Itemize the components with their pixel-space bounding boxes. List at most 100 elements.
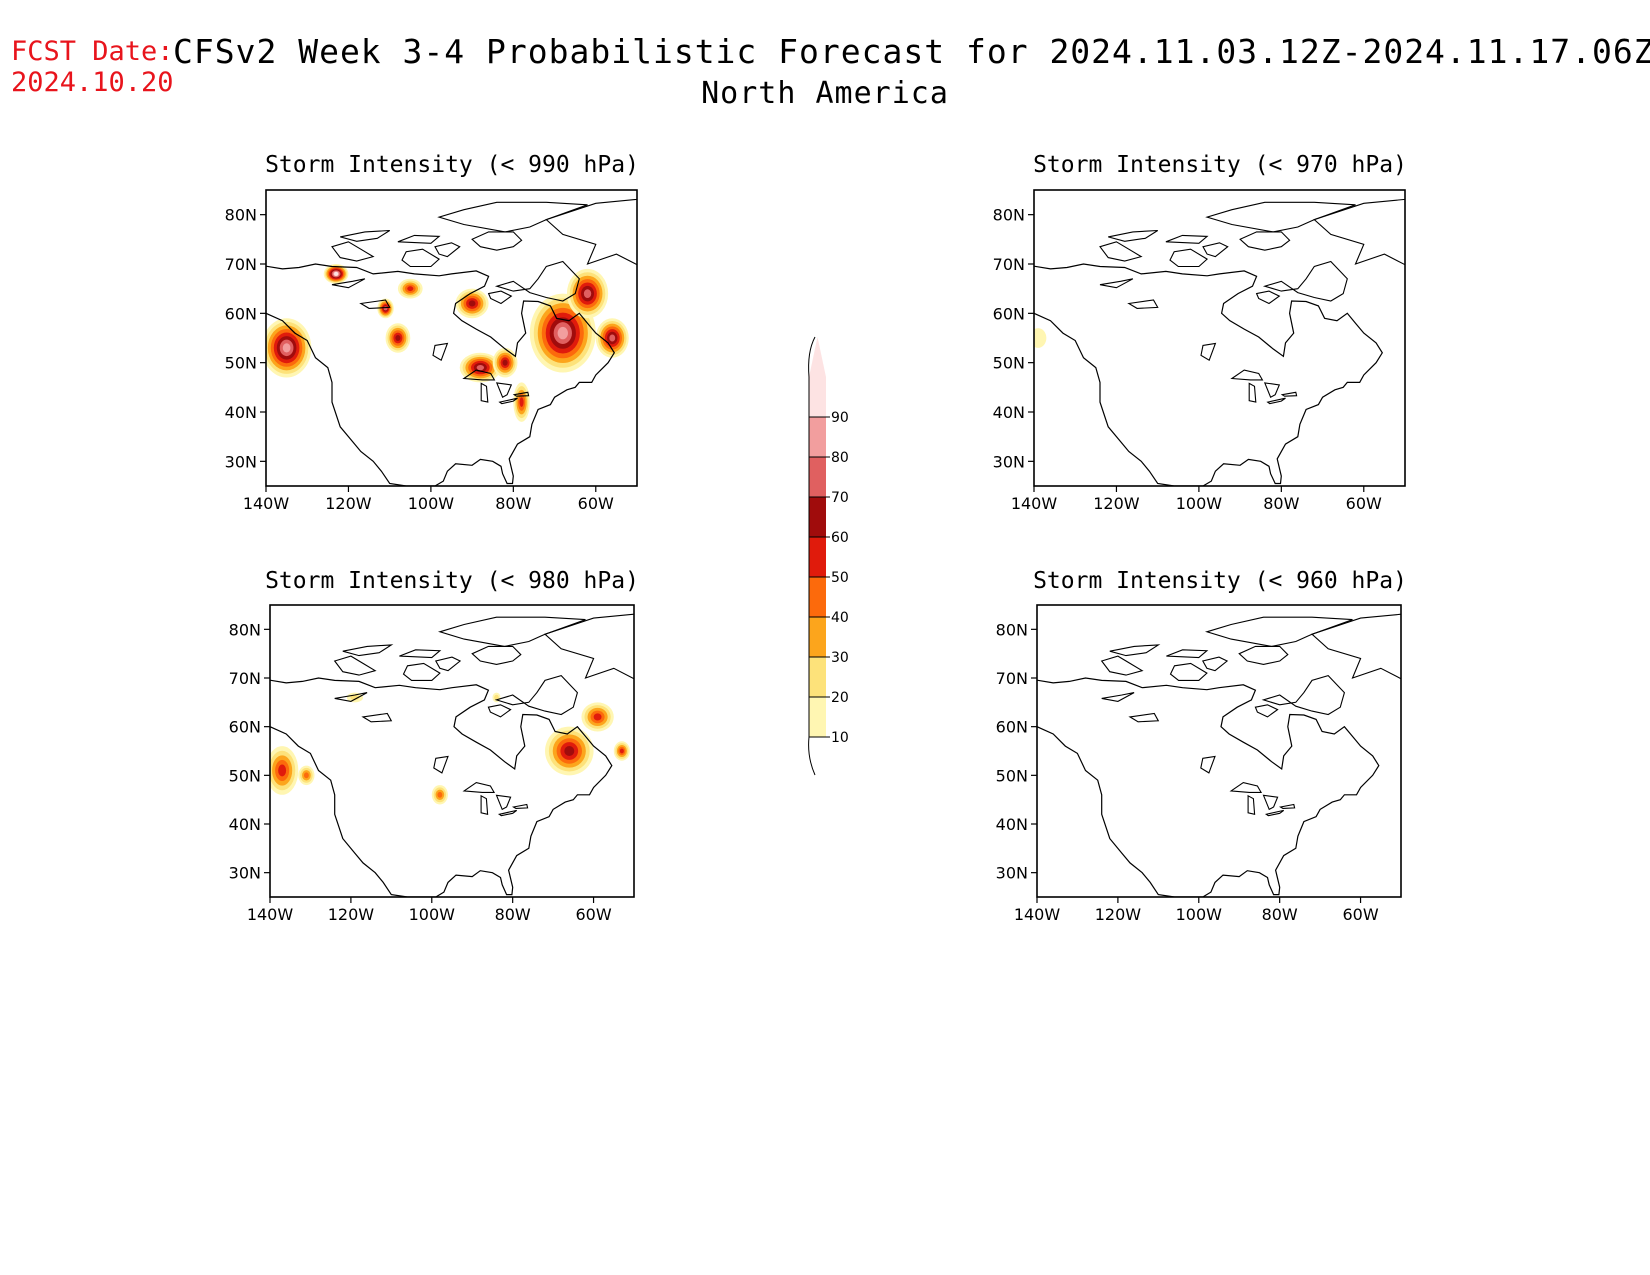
panel-title: Storm Intensity (< 970 hPa) bbox=[1033, 152, 1407, 178]
probability-contour-level-60 bbox=[502, 359, 508, 366]
panel-content bbox=[266, 198, 637, 486]
island-outline bbox=[494, 260, 580, 302]
lon-tick-label: 80W bbox=[1262, 905, 1298, 924]
lake-outline bbox=[1247, 794, 1256, 816]
colorbar-segment-10 bbox=[809, 697, 826, 737]
lat-tick-label: 70N bbox=[993, 255, 1025, 274]
lat-tick-label: 60N bbox=[996, 718, 1028, 737]
island-outline bbox=[397, 234, 441, 244]
coastline bbox=[270, 677, 613, 897]
lake-outline bbox=[1266, 397, 1286, 405]
island-outline bbox=[487, 290, 513, 305]
panel-content bbox=[270, 613, 634, 897]
lat-tick-label: 70N bbox=[996, 669, 1028, 688]
lat-tick-label: 80N bbox=[229, 620, 261, 639]
colorbar-top-outline bbox=[808, 336, 816, 378]
island-outline bbox=[342, 644, 394, 657]
lat-tick-label: 80N bbox=[225, 206, 257, 225]
lon-tick-label: 120W bbox=[325, 494, 372, 513]
lat-tick-label: 50N bbox=[996, 766, 1028, 785]
lake-outline bbox=[1262, 794, 1279, 811]
coastline bbox=[266, 263, 616, 486]
lat-tick-label: 30N bbox=[996, 864, 1028, 883]
colorbar-segment-60 bbox=[809, 497, 826, 537]
lat-tick-label: 40N bbox=[996, 815, 1028, 834]
forecast-date-label: FCST Date: bbox=[11, 36, 174, 67]
colorbar-label: 90 bbox=[831, 410, 849, 426]
panel-content bbox=[1037, 613, 1401, 897]
island-outline bbox=[401, 248, 441, 268]
figure-subtitle: North America bbox=[701, 76, 949, 111]
lon-tick-label: 140W bbox=[243, 494, 290, 513]
lake-outline bbox=[331, 278, 366, 289]
lat-tick-label: 50N bbox=[225, 354, 257, 373]
island-outline bbox=[1238, 645, 1289, 665]
lat-tick-label: 40N bbox=[993, 403, 1025, 422]
island-outline bbox=[1255, 290, 1281, 305]
lake-outline bbox=[432, 342, 449, 362]
island-outline bbox=[1313, 198, 1405, 266]
lake-outline bbox=[498, 397, 518, 405]
lake-outline bbox=[1200, 342, 1217, 362]
probability-contour-level-80 bbox=[282, 343, 291, 353]
island-outline bbox=[1254, 704, 1279, 718]
island-outline bbox=[543, 613, 634, 680]
lake-outline bbox=[334, 692, 368, 702]
figure-title: CFSv2 Week 3-4 Probabilistic Forecast fo… bbox=[173, 32, 1650, 71]
island-outline bbox=[340, 229, 390, 242]
lat-tick-label: 80N bbox=[993, 206, 1025, 225]
probability-contour-level-40 bbox=[303, 772, 309, 779]
island-outline bbox=[1099, 241, 1143, 262]
colorbar-segment-70 bbox=[809, 457, 826, 497]
lake-outline bbox=[1248, 382, 1257, 403]
lon-tick-label: 60W bbox=[1342, 905, 1378, 924]
lon-tick-label: 60W bbox=[575, 905, 611, 924]
island-outline bbox=[1165, 234, 1209, 244]
coastline bbox=[1034, 263, 1384, 486]
lon-tick-label: 80W bbox=[1263, 494, 1299, 513]
map-panel-p970: Storm Intensity (< 970 hPa) 80N 70N 60N 50N 4… bbox=[993, 152, 1407, 513]
lat-tick-label: 30N bbox=[229, 864, 261, 883]
lake-outline bbox=[511, 803, 529, 809]
island-outline bbox=[1169, 248, 1209, 268]
island-outline bbox=[1108, 229, 1158, 242]
lake-outline bbox=[1263, 382, 1281, 398]
lake-outline bbox=[433, 755, 449, 774]
colorbar-label: 70 bbox=[831, 490, 849, 506]
lake-outline bbox=[1099, 278, 1134, 289]
probability-contour-level-90 bbox=[334, 271, 339, 276]
colorbar-segment-50 bbox=[809, 537, 826, 577]
map-frame bbox=[269, 604, 635, 898]
island-outline bbox=[1205, 201, 1356, 233]
map-panel-p980: Storm Intensity (< 980 hPa) 80N 70N 60N 50N 4… bbox=[229, 568, 639, 924]
panel-title: Storm Intensity (< 960 hPa) bbox=[1033, 568, 1407, 594]
island-outline bbox=[1261, 674, 1346, 716]
island-outline bbox=[333, 655, 377, 676]
lon-tick-label: 60W bbox=[578, 494, 614, 513]
island-outline bbox=[494, 674, 579, 716]
lon-tick-label: 80W bbox=[495, 905, 531, 924]
lon-tick-label: 100W bbox=[409, 905, 456, 924]
probability-contour-level-40 bbox=[437, 791, 443, 798]
colorbar-top-extension bbox=[809, 337, 826, 377]
map-frame bbox=[1033, 189, 1406, 487]
colorbar-segment-80 bbox=[809, 417, 826, 457]
island-outline bbox=[434, 656, 462, 672]
probability-contour-level-10 bbox=[1034, 328, 1047, 348]
colorbar-segment-20 bbox=[809, 657, 826, 697]
colorbar-label: 80 bbox=[831, 450, 849, 466]
island-outline bbox=[1310, 613, 1401, 680]
panel-content bbox=[1034, 198, 1405, 486]
lat-tick-label: 30N bbox=[993, 452, 1025, 471]
lon-tick-label: 140W bbox=[247, 905, 294, 924]
island-outline bbox=[1109, 644, 1161, 657]
colorbar-segment-40 bbox=[809, 577, 826, 617]
lat-tick-label: 50N bbox=[993, 354, 1025, 373]
lake-outline bbox=[495, 794, 512, 811]
forecast-date: FCST Date: 2024.10.20 bbox=[11, 36, 174, 98]
island-outline bbox=[402, 662, 441, 681]
island-outline bbox=[1204, 616, 1353, 647]
colorbar-label: 40 bbox=[831, 610, 849, 626]
lon-tick-label: 100W bbox=[1176, 494, 1223, 513]
colorbar-segment-90 bbox=[809, 377, 826, 417]
